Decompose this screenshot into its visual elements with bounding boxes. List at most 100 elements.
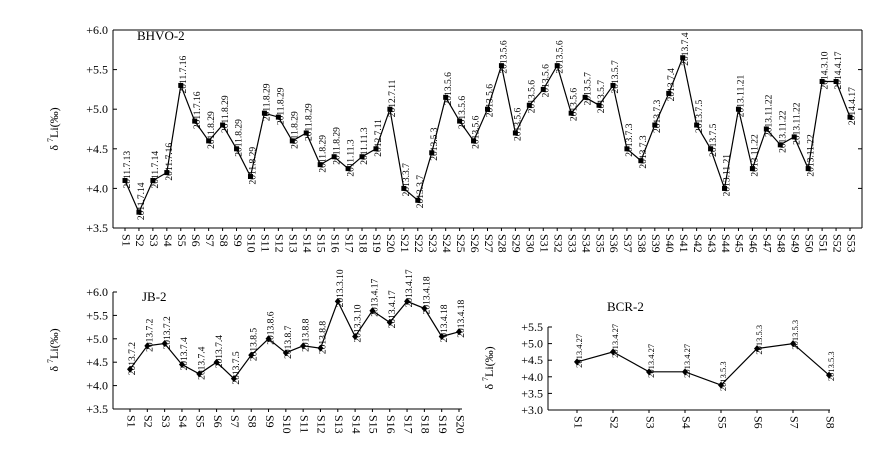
point-date-label: 2013.4.27 xyxy=(610,324,620,358)
data-point xyxy=(749,166,755,172)
x-tick-label: S14 xyxy=(301,234,315,253)
point-date-label: 2011.11.3 xyxy=(360,127,370,165)
data-point xyxy=(680,55,686,61)
point-date-label: 2013.3.10 xyxy=(353,304,363,342)
y-tick-label: +4.5 xyxy=(86,355,108,369)
x-tick-label: S4 xyxy=(679,416,693,429)
x-tick-label: S15 xyxy=(314,234,328,253)
data-point xyxy=(421,304,428,312)
point-date-label: 2011.7.16 xyxy=(193,91,203,129)
data-point xyxy=(722,185,728,191)
data-point xyxy=(359,154,365,160)
x-tick-label: S41 xyxy=(677,234,691,253)
point-date-label: 2013.7.3 xyxy=(653,100,663,134)
point-date-label: 2013.5.6 xyxy=(569,88,579,122)
point-date-label: 2012.7.11 xyxy=(374,119,384,157)
x-tick-label: S17 xyxy=(342,234,356,253)
data-point xyxy=(234,146,240,152)
x-tick-label: S22 xyxy=(412,234,426,253)
point-date-label: 2013.5.7 xyxy=(611,60,621,94)
y-tick-label: +4.5 xyxy=(521,353,543,367)
data-point xyxy=(352,332,359,340)
x-tick-label: S1 xyxy=(571,416,585,429)
data-point xyxy=(144,342,151,350)
x-tick-label: S18 xyxy=(356,234,370,253)
point-date-label: 2013.4.27 xyxy=(682,344,692,378)
x-tick-label: S2 xyxy=(133,234,147,247)
y-tick-label: +3.5 xyxy=(521,386,543,400)
data-point xyxy=(122,177,128,183)
x-tick-label: S47 xyxy=(761,234,775,253)
y-tick-label: +3.0 xyxy=(521,403,543,417)
point-date-label: 2013.11.22 xyxy=(806,134,816,177)
x-tick-label: S24 xyxy=(440,234,454,253)
x-tick-label: S6 xyxy=(751,416,765,429)
data-point xyxy=(826,371,832,379)
data-point xyxy=(790,340,796,348)
y-tick-label: +4.0 xyxy=(86,379,108,393)
point-date-label: 2013.4.27 xyxy=(646,344,656,378)
point-date-label: 2013.11.22 xyxy=(751,134,761,177)
y-axis-label: δ 7Li(‰) xyxy=(481,346,496,389)
data-point xyxy=(777,142,783,148)
point-date-label: 2013.4.18 xyxy=(423,276,433,314)
data-point xyxy=(763,126,769,132)
point-date-label: 2013.4.18 xyxy=(440,304,450,342)
point-date-label: 2013.8.5 xyxy=(249,328,259,362)
data-point xyxy=(596,102,602,108)
data-point xyxy=(652,122,658,128)
x-tick-label: S31 xyxy=(538,234,552,253)
x-tick-label: S16 xyxy=(328,234,342,253)
data-point xyxy=(334,297,341,305)
point-date-label: 2013.7.4 xyxy=(197,346,207,380)
point-date-label: 2011.8.29 xyxy=(221,95,231,133)
point-date-label: 2013.5.3 xyxy=(718,361,728,391)
data-point xyxy=(317,162,323,168)
data-point xyxy=(457,118,463,124)
x-tick-label: S53 xyxy=(844,234,858,253)
data-point xyxy=(178,82,184,88)
point-date-label: 2013.4.17 xyxy=(371,278,381,316)
y-axis-label: δ 7Li(‰) xyxy=(46,107,61,150)
x-tick-label: S45 xyxy=(733,234,747,253)
chart-title: BCR-2 xyxy=(607,299,644,314)
point-date-label: 2013.11.22 xyxy=(778,110,788,153)
y-tick-label: +5.5 xyxy=(86,308,108,322)
data-point xyxy=(386,318,393,326)
x-tick-label: S51 xyxy=(816,234,830,253)
x-tick-label: S6 xyxy=(189,234,203,247)
data-point xyxy=(331,154,337,160)
point-date-label: 2013.3.7 xyxy=(416,175,426,209)
x-tick-label: S36 xyxy=(607,234,621,253)
data-point xyxy=(178,361,185,369)
x-tick-label: S40 xyxy=(663,234,677,253)
x-tick-label: S1 xyxy=(124,415,138,428)
x-tick-label: S42 xyxy=(691,234,705,253)
data-point xyxy=(127,365,133,373)
point-date-label: 2013.3.7 xyxy=(402,163,412,197)
data-point xyxy=(196,370,203,378)
data-point xyxy=(429,150,435,156)
y-tick-label: +5.0 xyxy=(521,337,543,351)
data-point xyxy=(805,166,811,172)
point-date-label: 2013.8.8 xyxy=(301,318,311,352)
data-point xyxy=(485,106,490,112)
point-date-label: 2013.11.21 xyxy=(737,75,747,118)
x-tick-label: S8 xyxy=(245,415,259,428)
point-date-label: 2011.8.29 xyxy=(263,83,273,121)
data-point xyxy=(582,94,588,100)
point-date-label: 2011.7.14 xyxy=(137,182,147,220)
data-point xyxy=(791,134,797,140)
point-date-label: 2013.7.4 xyxy=(180,337,190,371)
x-tick-label: S7 xyxy=(228,415,242,428)
x-tick-label: S8 xyxy=(823,416,837,429)
x-tick-label: S19 xyxy=(436,415,450,434)
data-point xyxy=(282,349,289,357)
x-tick-label: S5 xyxy=(194,415,208,428)
y-tick-label: +3.5 xyxy=(86,221,108,235)
x-tick-label: S3 xyxy=(643,416,657,429)
point-date-label: 2013.11.22 xyxy=(792,102,802,145)
data-point xyxy=(819,78,825,84)
point-date-label: 2013.11.22 xyxy=(765,94,775,137)
data-point xyxy=(300,342,307,350)
